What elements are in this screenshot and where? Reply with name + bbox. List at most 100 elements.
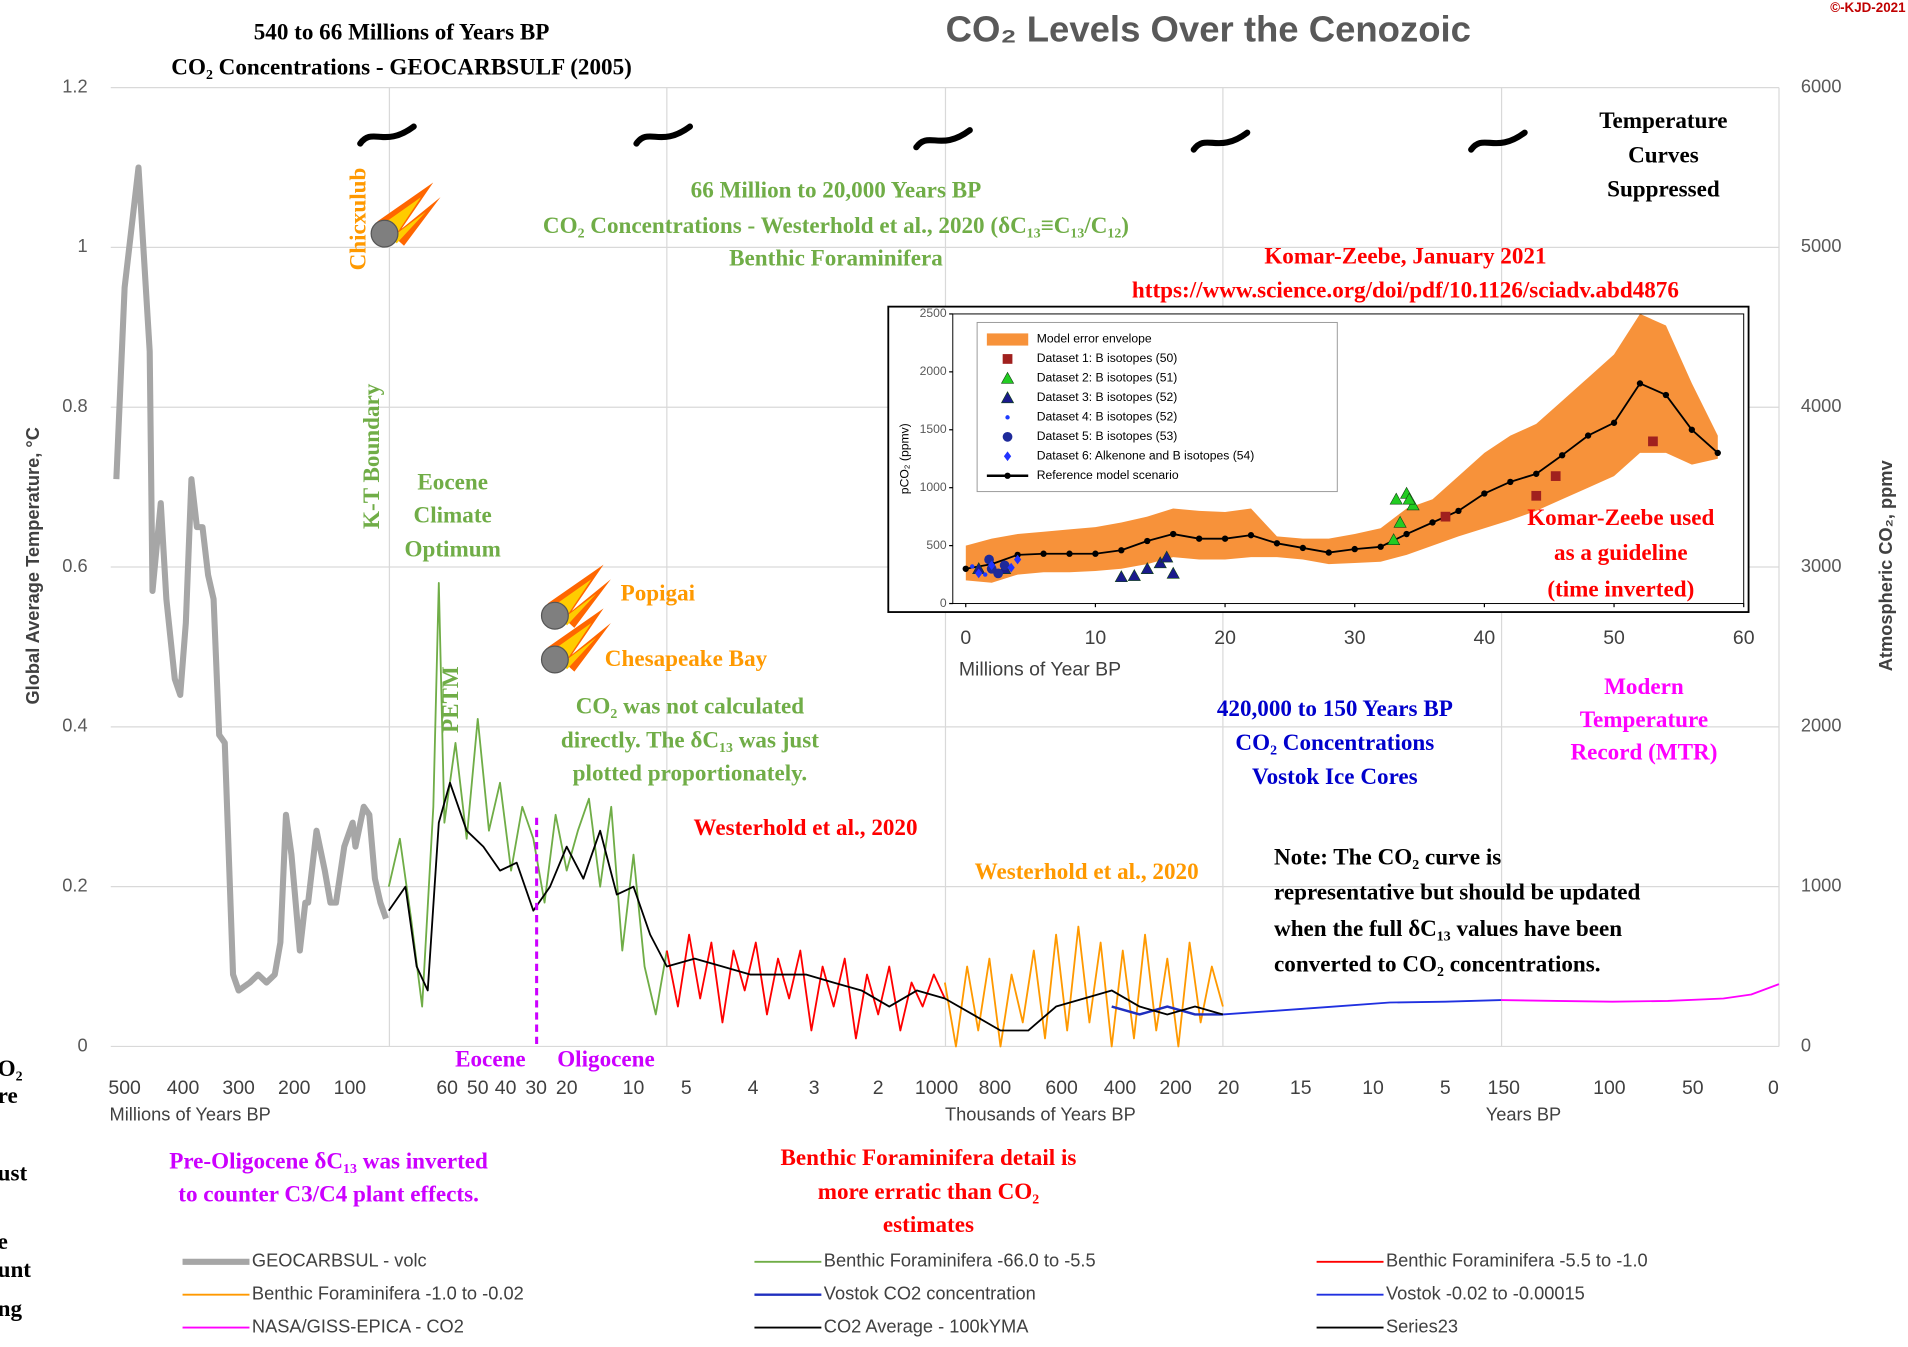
y2-tick-label: 0 xyxy=(1801,1034,1811,1055)
x-tick-label: 50 xyxy=(1682,1077,1704,1099)
annotation: (time inverted) xyxy=(1547,576,1694,602)
legend-label: Series23 xyxy=(1386,1315,1458,1336)
point xyxy=(1611,420,1617,426)
point xyxy=(1533,471,1539,477)
legend-label: Dataset 6: Alkenone and B isotopes (54) xyxy=(1037,449,1255,463)
x-tick-label: 200 xyxy=(278,1077,311,1099)
x-tick-label: 10 xyxy=(1085,627,1107,649)
point xyxy=(1689,427,1695,433)
x-axis-label: Millions of Year BP xyxy=(959,659,1121,681)
y2-tick-label: 1000 xyxy=(1801,874,1842,895)
point xyxy=(1585,432,1591,438)
annotation: estimates xyxy=(883,1211,974,1237)
legend-label: Model error envelope xyxy=(1037,332,1152,346)
annotation: Temperature xyxy=(1599,107,1727,133)
x-tick-label: 150 xyxy=(1487,1077,1520,1099)
legend-label: Benthic Foraminifera -1.0 to -0.02 xyxy=(252,1283,524,1304)
legend-label: GEOCARBSUL - volc xyxy=(252,1250,427,1271)
legend-box xyxy=(977,322,1337,491)
x-tick-label: 10 xyxy=(1362,1077,1384,1099)
annotation: CO₂ was not calculated xyxy=(576,692,805,718)
x-axis-label: Years BP xyxy=(1486,1104,1561,1125)
rock xyxy=(371,220,398,247)
legend-label: Dataset 1: B isotopes (50) xyxy=(1037,351,1178,365)
point xyxy=(1377,544,1383,550)
y-tick-label: 1 xyxy=(77,235,87,256)
legend-label: Dataset 2: B isotopes (51) xyxy=(1037,371,1178,385)
x-tick-label: 3 xyxy=(809,1077,820,1099)
point xyxy=(1196,536,1202,542)
x-tick-label: 4 xyxy=(748,1077,759,1099)
x-axis-label: Millions of Years BP xyxy=(110,1104,271,1125)
annotation: plotted proportionately. xyxy=(573,759,808,785)
marker xyxy=(1005,415,1009,419)
annotation: Chicxulub xyxy=(344,168,370,271)
legend-label: Dataset 4: B isotopes (52) xyxy=(1037,410,1178,424)
rock xyxy=(542,602,569,629)
marker xyxy=(1003,354,1013,364)
annotation: representative but should be updated xyxy=(1274,879,1641,905)
y-tick-label: 0.4 xyxy=(62,715,87,736)
legend-label: Benthic Foraminifera -66.0 to -5.5 xyxy=(824,1250,1096,1271)
annotation: converted to CO₂ concentrations. xyxy=(1274,950,1601,976)
point xyxy=(1040,551,1046,557)
page: 00.20.40.60.811.201000200030004000500060… xyxy=(0,0,1908,1347)
y2-tick-label: 3000 xyxy=(1801,555,1842,576)
x-tick-label: 800 xyxy=(979,1077,1012,1099)
x-tick-label: 400 xyxy=(1104,1077,1137,1099)
marker xyxy=(970,564,974,568)
annotation: Record (MTR) xyxy=(1570,739,1717,765)
x-tick-label: 1000 xyxy=(915,1077,958,1099)
annotation: Oligocene xyxy=(557,1045,655,1071)
annotation: 66 Million to 20,000 Years BP xyxy=(691,177,982,203)
point xyxy=(1663,392,1669,398)
x-tick-label: 2 xyxy=(873,1077,884,1099)
chart: 00.20.40.60.811.201000200030004000500060… xyxy=(0,0,1908,1347)
annotation: CO₂ Concentrations xyxy=(1235,729,1434,755)
y-tick-label: 2000 xyxy=(920,364,947,378)
annotation: 420,000 to 150 Years BP xyxy=(1217,695,1453,721)
cut-text: e xyxy=(0,1228,8,1254)
x-tick-label: 15 xyxy=(1290,1077,1312,1099)
annotation: Benthic Foraminifera detail is xyxy=(781,1144,1077,1170)
x-tick-label: 30 xyxy=(1344,627,1366,649)
annotation: Optimum xyxy=(405,536,501,562)
point xyxy=(1222,536,1228,542)
annotation: as a guideline xyxy=(1554,539,1688,565)
y-tick-label: 0.6 xyxy=(62,555,87,576)
marker xyxy=(983,572,987,576)
y-tick-label: 0 xyxy=(77,1034,87,1055)
point xyxy=(1403,531,1409,537)
y-tick-label: 0 xyxy=(940,596,947,610)
marker xyxy=(1441,512,1451,522)
y-tick-label: 1.2 xyxy=(62,75,87,96)
x-tick-label: 60 xyxy=(1733,627,1755,649)
annotation: Westerhold et al., 2020 xyxy=(694,814,918,840)
credit: ©-KJD-2021 xyxy=(1830,0,1906,15)
x-tick-label: 20 xyxy=(1214,627,1236,649)
x-tick-label: 50 xyxy=(467,1077,489,1099)
annotation: more erratic than CO₂ xyxy=(818,1178,1040,1204)
y-tick-label: 2500 xyxy=(920,306,947,320)
annotation: Pre-Oligocene δC₁₃ was inverted xyxy=(169,1148,488,1174)
annotation: Benthic Foraminifera xyxy=(729,245,943,271)
x-tick-label: 300 xyxy=(222,1077,255,1099)
annotation: Vostok Ice Cores xyxy=(1252,763,1418,789)
annotation: Modern xyxy=(1604,673,1684,699)
point xyxy=(1092,551,1098,557)
annotation: when the full δC₁₃ values have been xyxy=(1274,915,1622,941)
point xyxy=(1248,532,1254,538)
point xyxy=(1118,547,1124,553)
point xyxy=(1637,380,1643,386)
x-tick-label: 200 xyxy=(1159,1077,1192,1099)
point xyxy=(1326,549,1332,555)
annotation: K-T Boundary xyxy=(358,383,384,529)
point xyxy=(1455,508,1461,514)
point xyxy=(1352,546,1358,552)
x-tick-label: 5 xyxy=(1440,1077,1451,1099)
legend-label: CO2 Average - 100kYMA xyxy=(824,1315,1029,1336)
legend-label: NASA/GISS-EPICA - CO2 xyxy=(252,1315,464,1336)
annotation: https://www.science.org/doi/pdf/10.1126/… xyxy=(1132,276,1679,302)
point xyxy=(1715,450,1721,456)
marker xyxy=(1531,491,1541,501)
